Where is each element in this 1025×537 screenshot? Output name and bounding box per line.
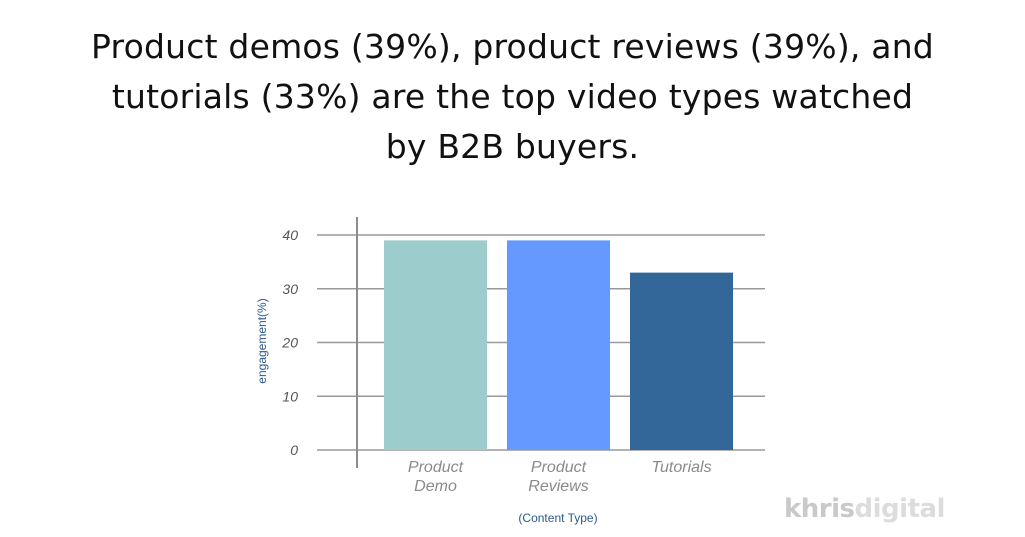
y-tick-label: 20 (281, 335, 298, 351)
y-tick-label: 10 (282, 388, 298, 404)
category-label: Tutorials (651, 459, 711, 476)
logo-part-2: digital (854, 494, 946, 524)
headline-line-2: tutorials (33%) are the top video types … (111, 77, 914, 116)
y-tick-label: 30 (282, 281, 298, 297)
khrisdigital-logo: khrisdigital (784, 494, 945, 524)
category-label: Product Demo (408, 459, 464, 495)
bars (384, 240, 733, 450)
chart-headline: Product demos (39%), product reviews (39… (0, 22, 1025, 172)
bar (507, 240, 610, 450)
bar (630, 272, 733, 450)
y-tick-labels: 0 10 20 30 40 (281, 227, 298, 458)
headline-line-3: by B2B buyers. (385, 127, 640, 166)
y-tick-label: 40 (282, 227, 298, 243)
logo-part-1: khris (784, 494, 855, 524)
category-label: Product Reviews (528, 459, 588, 495)
y-axis-title: engagement(%) (255, 298, 269, 383)
x-axis-title: (Content Type) (518, 511, 597, 525)
bar (384, 240, 487, 450)
headline-line-1: Product demos (39%), product reviews (39… (91, 27, 934, 66)
category-labels: Product Demo Product Reviews Tutorials (408, 459, 712, 495)
y-tick-label: 0 (290, 442, 298, 458)
